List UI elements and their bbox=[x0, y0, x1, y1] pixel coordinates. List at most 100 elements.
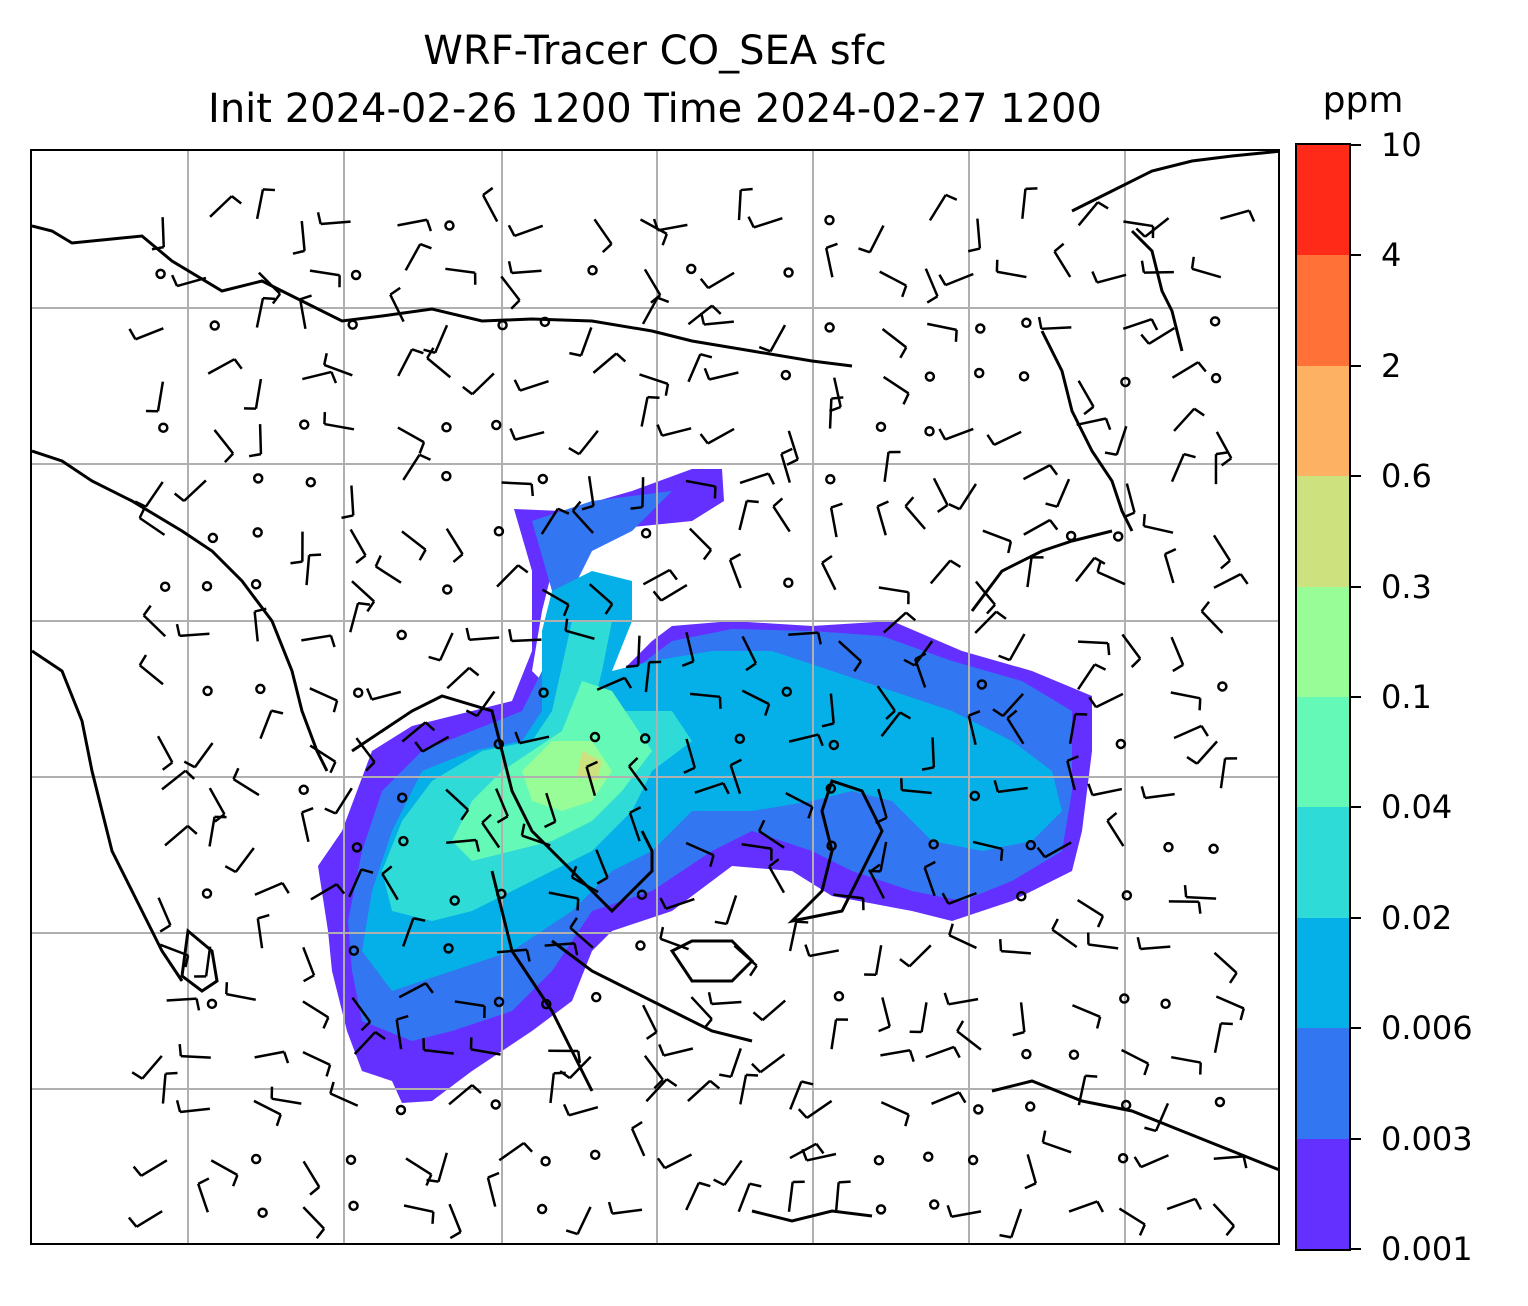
wind-barb-staff bbox=[739, 472, 769, 485]
wind-barb-staff bbox=[375, 565, 402, 584]
wind-barb-flag bbox=[630, 505, 643, 510]
wind-barb-staff bbox=[876, 506, 887, 536]
wind-barb-staff bbox=[974, 580, 996, 606]
wind-barb-flag bbox=[1198, 698, 1202, 711]
coastline-segment bbox=[970, 529, 1113, 612]
wind-barb-flag bbox=[271, 293, 282, 305]
wind-barb-flag bbox=[709, 854, 715, 868]
wind-barb-staff bbox=[1186, 895, 1217, 900]
wind-barb-flag bbox=[1242, 1156, 1248, 1169]
wind-barb-staff bbox=[879, 841, 888, 872]
wind-barb-flag bbox=[1197, 901, 1202, 914]
wind-barb-staff bbox=[209, 195, 233, 218]
wind-barb-flag bbox=[749, 1182, 762, 1188]
colorbar-tick-mark bbox=[1351, 806, 1361, 809]
wind-barb-staff bbox=[1171, 361, 1199, 379]
wind-barb-staff bbox=[571, 509, 594, 534]
map-canvas bbox=[32, 151, 1278, 1243]
wind-barb-staff bbox=[1056, 478, 1071, 508]
wind-barb-flag bbox=[355, 554, 367, 564]
wind-barb-flag bbox=[797, 1108, 808, 1119]
wind-barb-staff bbox=[685, 841, 715, 857]
wind-barb-flag bbox=[1106, 643, 1111, 656]
wind-barb-staff bbox=[135, 1210, 163, 1228]
wind-barb-staff bbox=[1096, 273, 1127, 284]
calm-wind-marker bbox=[780, 369, 792, 381]
coastline-segment bbox=[1040, 330, 1134, 532]
wind-barb-flag bbox=[301, 807, 314, 814]
calm-wind-marker bbox=[201, 888, 213, 899]
wind-barb-flag bbox=[275, 1114, 282, 1127]
wind-barb-staff bbox=[519, 735, 550, 745]
wind-barb-staff bbox=[876, 685, 896, 712]
wind-barb-flag bbox=[510, 299, 521, 310]
wind-barb-staff bbox=[913, 640, 934, 667]
colorbar-segment-0 bbox=[1297, 1138, 1349, 1249]
wind-barb-staff bbox=[161, 769, 187, 791]
calm-wind-marker bbox=[206, 998, 218, 1010]
wind-barb-staff bbox=[329, 1092, 359, 1107]
wind-barb-staff bbox=[353, 1031, 377, 1055]
calm-wind-marker bbox=[347, 319, 358, 330]
wind-barb-flag bbox=[1122, 511, 1136, 519]
wind-barb-staff bbox=[568, 1055, 592, 1080]
coastline-segment bbox=[551, 939, 753, 1043]
wind-barb-flag bbox=[936, 504, 949, 513]
wind-barb-flag bbox=[460, 809, 470, 821]
wind-barb-flag bbox=[628, 756, 639, 768]
calm-wind-marker bbox=[589, 731, 601, 743]
wind-barb-staff bbox=[446, 838, 477, 844]
colorbar-unit-label: ppm bbox=[1322, 80, 1404, 121]
wind-barb-staff bbox=[663, 1047, 694, 1057]
wind-barb-staff bbox=[511, 638, 542, 643]
wind-barb-flag bbox=[471, 1084, 482, 1095]
wind-barb-flag bbox=[998, 654, 1011, 662]
wind-barb-staff bbox=[197, 1183, 210, 1213]
wind-barb-flag bbox=[719, 1073, 732, 1079]
wind-barb-flag bbox=[233, 358, 243, 370]
wind-barb-flag bbox=[543, 820, 556, 829]
calm-wind-marker bbox=[1068, 1049, 1080, 1060]
wind-barb-flag bbox=[768, 858, 780, 868]
wind-barb-flag bbox=[474, 839, 481, 852]
wind-barb-flag bbox=[998, 939, 1003, 952]
calm-wind-marker bbox=[587, 265, 598, 276]
wind-barb-staff bbox=[578, 429, 599, 455]
calm-wind-marker bbox=[441, 422, 452, 433]
wind-barb-flag bbox=[231, 1174, 239, 1187]
wind-barb-staff bbox=[548, 891, 579, 900]
wind-barb-staff bbox=[156, 735, 174, 764]
wind-barb-flag bbox=[232, 767, 240, 780]
wind-barb-staff bbox=[758, 830, 785, 849]
wind-barb-staff bbox=[351, 580, 375, 603]
wind-barb-staff bbox=[1026, 557, 1033, 588]
calm-wind-marker bbox=[441, 470, 452, 482]
wind-barb-flag bbox=[709, 1079, 721, 1090]
wind-barb-flag bbox=[986, 434, 996, 446]
wind-barb-flag bbox=[817, 734, 824, 747]
wind-barb-staff bbox=[500, 275, 521, 301]
wind-barb-staff bbox=[1148, 326, 1176, 345]
wind-barb-staff bbox=[1118, 1207, 1146, 1226]
wind-barb-flag bbox=[1088, 696, 1098, 708]
wind-barb-flag bbox=[496, 815, 509, 824]
wind-barb-flag bbox=[262, 296, 276, 301]
wind-barb-staff bbox=[967, 715, 977, 746]
wind-barb-staff bbox=[541, 588, 570, 606]
wind-barb-flag bbox=[1200, 725, 1209, 737]
wind-barb-flag bbox=[374, 1031, 386, 1040]
wind-barb-staff bbox=[469, 636, 500, 641]
wind-barb-flag bbox=[703, 367, 711, 380]
wind-barb-staff bbox=[1120, 1048, 1149, 1065]
wind-barb-flag bbox=[999, 1233, 1012, 1239]
wind-barb-staff bbox=[1170, 1055, 1201, 1064]
wind-barb-flag bbox=[568, 446, 580, 456]
wind-barb-staff bbox=[156, 381, 165, 412]
wind-barb-staff bbox=[300, 220, 306, 251]
wind-barb-flag bbox=[509, 428, 517, 441]
wind-barb-staff bbox=[982, 529, 1012, 543]
wind-barb-staff bbox=[741, 843, 772, 850]
wind-barb-staff bbox=[1076, 417, 1107, 427]
wind-barb-staff bbox=[659, 937, 689, 951]
calm-wind-marker bbox=[537, 473, 549, 485]
